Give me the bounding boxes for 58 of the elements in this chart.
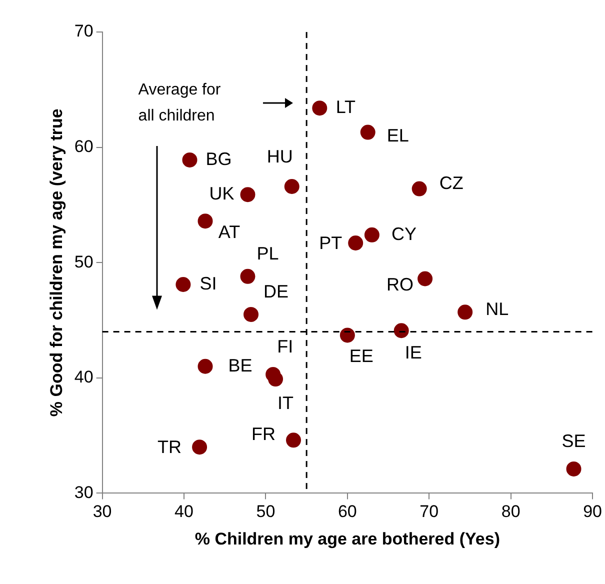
point bbox=[312, 100, 328, 116]
annotation: SI bbox=[200, 273, 217, 294]
point bbox=[198, 358, 213, 374]
point bbox=[176, 277, 191, 292]
annotation: RO bbox=[386, 274, 414, 295]
annotation: DE bbox=[264, 281, 289, 302]
annotation: EE bbox=[349, 346, 374, 366]
x-tick-label: 30 bbox=[92, 502, 112, 522]
annotation: Average for all children bbox=[138, 81, 222, 124]
annotation: IT bbox=[278, 393, 294, 414]
x-tick-label: 70 bbox=[420, 502, 439, 522]
point bbox=[286, 432, 301, 448]
y-tick-label: 70 bbox=[74, 22, 94, 41]
annotation: TR bbox=[158, 437, 182, 458]
x-tick-label: 80 bbox=[501, 502, 520, 522]
y-tick-label: 50 bbox=[74, 252, 94, 272]
y-axis-title: % Good for children my age (very true bbox=[46, 108, 66, 417]
point bbox=[412, 181, 427, 196]
point bbox=[198, 214, 213, 229]
point bbox=[348, 236, 364, 250]
point bbox=[458, 304, 473, 320]
annotation: LT bbox=[336, 97, 356, 118]
point bbox=[240, 268, 256, 284]
x-tick-label: 60 bbox=[338, 502, 357, 522]
annotation: BG bbox=[206, 148, 232, 169]
annotation: BE bbox=[228, 355, 252, 376]
point bbox=[340, 328, 355, 343]
point bbox=[566, 461, 582, 476]
annotation: AT bbox=[218, 222, 240, 242]
annotation: IE bbox=[404, 342, 422, 363]
annotation: FR bbox=[252, 424, 276, 444]
x-tick-label: 40 bbox=[174, 502, 194, 522]
annotation: UK bbox=[209, 184, 234, 204]
y-tick-label: 60 bbox=[74, 136, 94, 156]
point bbox=[268, 372, 284, 387]
annotation: EL bbox=[386, 125, 409, 146]
point bbox=[192, 440, 208, 455]
point bbox=[360, 124, 376, 140]
point bbox=[364, 227, 380, 242]
annotation: CZ bbox=[439, 172, 464, 193]
point bbox=[418, 271, 433, 286]
x-tick-label: 50 bbox=[256, 502, 276, 522]
annotation: PL bbox=[256, 243, 279, 264]
point bbox=[394, 323, 409, 338]
point bbox=[284, 179, 300, 194]
point bbox=[182, 152, 198, 168]
annotation: NL bbox=[486, 299, 509, 320]
annotation: PT bbox=[319, 232, 342, 253]
y-tick-label: 40 bbox=[74, 368, 94, 387]
x-tick-label: 90 bbox=[583, 502, 602, 522]
point bbox=[240, 187, 256, 202]
annotation: SE bbox=[562, 430, 586, 451]
annotation: FI bbox=[277, 336, 294, 356]
annotation: CY bbox=[391, 224, 416, 244]
point bbox=[244, 306, 259, 322]
y-tick-label: 30 bbox=[74, 482, 94, 502]
x-axis-title: % Children my age are bothered (Yes) bbox=[194, 529, 500, 548]
annotation: HU bbox=[266, 146, 293, 166]
